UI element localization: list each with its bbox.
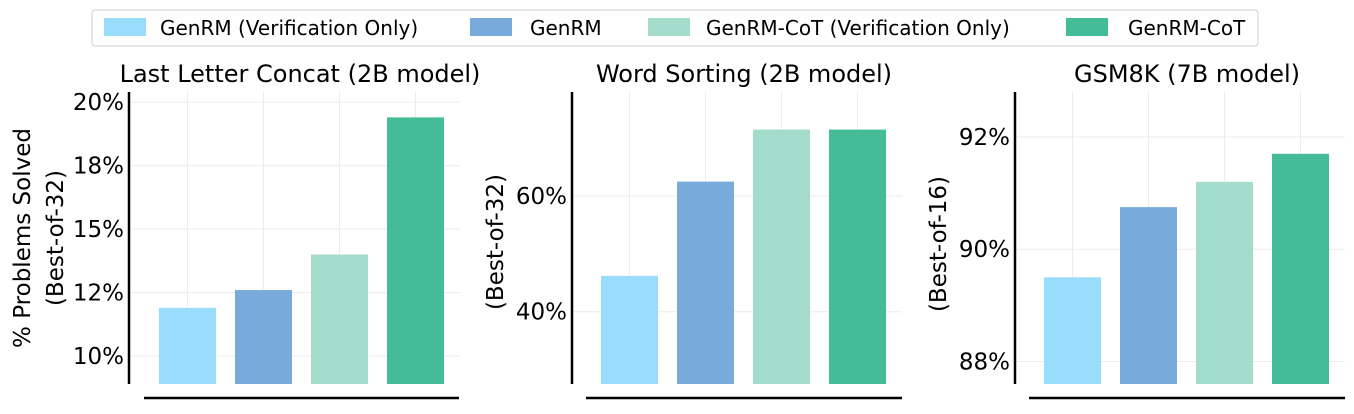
bar-3-1: [1044, 277, 1101, 384]
bar-2-3: [753, 129, 810, 384]
legend-label-3: GenRM-CoT (Verification Only): [706, 16, 1010, 40]
y-tick-label-2: 90%: [959, 237, 1010, 263]
y-tick-label-1: 88%: [959, 350, 1010, 376]
y-tick-label-1: 10%: [73, 344, 124, 370]
y-axis-label-line-1: (Best-of-32): [483, 174, 509, 310]
y-tick-label-1: 40%: [516, 300, 567, 326]
bar-3-4: [1272, 153, 1329, 384]
bar-2-4: [829, 129, 886, 384]
legend-swatch-1: [104, 18, 146, 36]
y-tick-label-2: 60%: [516, 184, 567, 210]
chart-title: GSM8K (7B model): [1074, 60, 1300, 88]
chart-panels: 10% 12% 15% 18% 20%Last Letter Concat (2B mo…: [10, 60, 1345, 400]
bar-1-4: [387, 117, 444, 385]
y-axis-label-line-1: % Problems Solved: [10, 128, 36, 348]
chart-panel-3: 88% 90% 92% GSM8K (7B model) (Best-of-16): [926, 60, 1345, 400]
legend-label-2: GenRM: [530, 16, 602, 40]
legend-label-1: GenRM (Verification Only): [160, 16, 418, 40]
y-axis-label-line-1: (Best-of-16): [926, 176, 952, 312]
bar-3-3: [1196, 181, 1253, 384]
legend-label-4: GenRM-CoT: [1128, 16, 1246, 40]
legend: GenRM (Verification Only) GenRM GenRM-CoT …: [91, 9, 1259, 47]
legend-swatch-3: [648, 18, 690, 36]
legend-swatch-4: [1066, 18, 1108, 36]
y-tick-label-4: 18%: [73, 154, 124, 180]
bar-2-2: [677, 181, 734, 384]
y-tick-label-2: 12%: [73, 281, 124, 307]
y-tick-label-5: 20%: [73, 90, 124, 116]
y-axis-label-line-2: (Best-of-32): [43, 170, 69, 306]
bar-1-3: [311, 254, 368, 384]
y-tick-label-3: 92%: [959, 125, 1010, 151]
y-tick-label-3: 15%: [73, 217, 124, 243]
chart-panel-1: 10% 12% 15% 18% 20%Last Letter Concat (2B mo…: [10, 60, 481, 400]
chart-panel-2: 40% 60% Word Sorting (2B model) (Best-of-32…: [483, 60, 902, 400]
bar-3-2: [1120, 207, 1177, 384]
bar-1-2: [235, 290, 292, 384]
chart-title: Last Letter Concat (2B model): [120, 60, 481, 88]
bar-2-1: [601, 275, 658, 384]
legend-swatch-2: [470, 18, 512, 36]
bar-1-1: [159, 307, 216, 384]
chart-title: Word Sorting (2B model): [596, 60, 892, 88]
